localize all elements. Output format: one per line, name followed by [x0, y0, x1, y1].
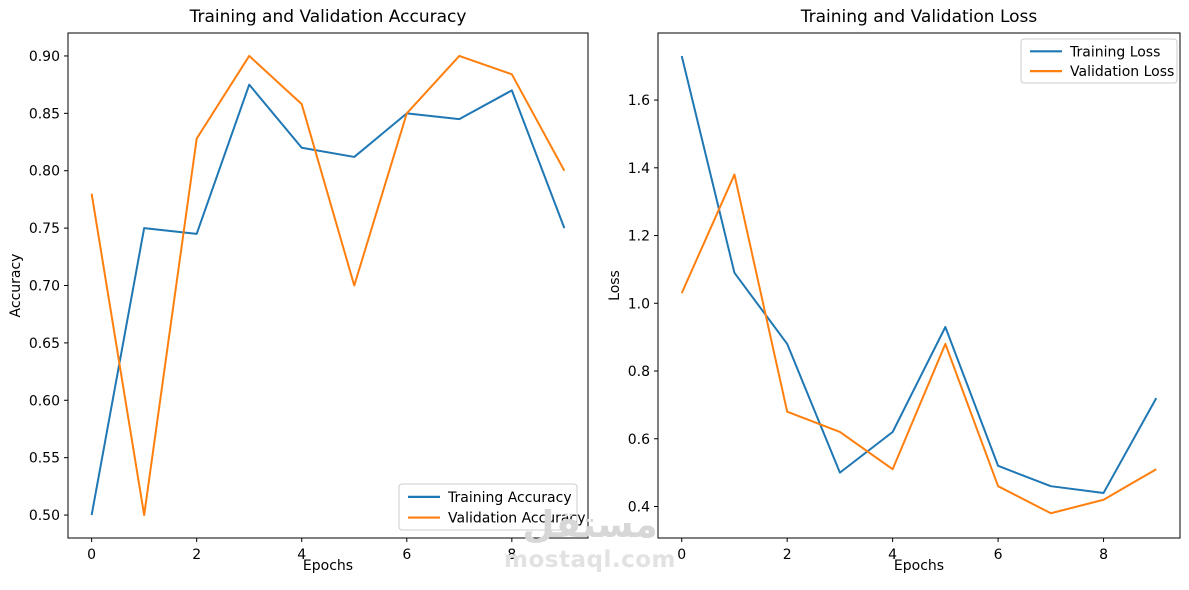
chart-0-ytick-label: 0.80	[29, 164, 60, 180]
chart-0-ytick-label: 0.90	[29, 49, 60, 65]
chart-0-ytick-label: 0.55	[29, 451, 60, 467]
chart-0-xtick-label: 8	[507, 547, 516, 563]
chart-1-legend-label-validation-loss: Validation Loss	[1070, 64, 1174, 80]
chart-0-legend-label-training-accuracy: Training Accuracy	[447, 490, 572, 506]
chart-0-axes-spines	[67, 32, 589, 539]
chart-0-ylabel: Accuracy	[8, 254, 24, 318]
chart-0-line-training-accuracy	[90, 83, 566, 516]
chart-1-ytick-label: 1.6	[628, 93, 650, 109]
chart-1-xtick-label: 4	[888, 547, 897, 563]
chart-0-legend-label-validation-accuracy: Validation Accuracy	[448, 511, 586, 527]
chart-0-legend: Training Accuracy Validation Accuracy	[398, 483, 586, 531]
chart-1-ytick-label: 0.4	[628, 500, 650, 516]
chart-0-ytick-label: 0.75	[29, 221, 60, 237]
chart-1-ytick-label: 0.6	[628, 432, 650, 448]
chart-1-xtick-label: 2	[783, 547, 792, 563]
chart-1-xtick-label: 0	[677, 547, 686, 563]
chart-1-xlabel: Epochs	[894, 558, 944, 574]
chart-0-ytick-label: 0.60	[29, 393, 60, 409]
chart-1-axes-spines	[657, 32, 1181, 539]
chart-1-legend-label-training-loss: Training Loss	[1069, 44, 1160, 60]
chart-0-accuracy: Training and Validation Accuracy 0 2 4 6 8 0.5…	[8, 7, 589, 574]
chart-1-line-validation-loss	[680, 173, 1157, 515]
chart-1-loss: Training and Validation Loss 0 2 4 6 8 0.4 0.6 0…	[607, 7, 1181, 574]
chart-0-ytick-label: 0.50	[29, 508, 60, 524]
chart-0-legend-box	[398, 483, 578, 531]
chart-0-xtick-label: 0	[87, 547, 96, 563]
chart-1-ytick-label: 1.0	[628, 296, 650, 312]
chart-0-ytick-label: 0.85	[29, 106, 60, 122]
chart-1-ytick-label: 1.2	[628, 229, 650, 245]
chart-0-xtick-label: 4	[297, 547, 306, 563]
chart-1-ytick-label: 0.8	[628, 364, 650, 380]
chart-0-xtick-label: 2	[192, 547, 201, 563]
chart-1-xtick-label: 8	[1099, 547, 1108, 563]
chart-0-title: Training and Validation Accuracy	[189, 7, 467, 27]
chart-1-title: Training and Validation Loss	[800, 7, 1038, 27]
chart-1-xtick-label: 6	[994, 547, 1003, 563]
chart-1-ylabel: Loss	[607, 270, 623, 301]
chart-0-line-validation-accuracy	[90, 54, 566, 517]
chart-0-xtick-label: 6	[402, 547, 411, 563]
chart-1-line-training-loss	[680, 55, 1158, 494]
chart-1-ytick-label: 1.4	[628, 161, 650, 177]
chart-0-xlabel: Epochs	[303, 558, 353, 574]
chart-0-ytick-label: 0.65	[29, 336, 60, 352]
chart-1-legend: Training Loss Validation Loss	[1020, 38, 1178, 84]
chart-0-ytick-label: 0.70	[29, 279, 60, 295]
